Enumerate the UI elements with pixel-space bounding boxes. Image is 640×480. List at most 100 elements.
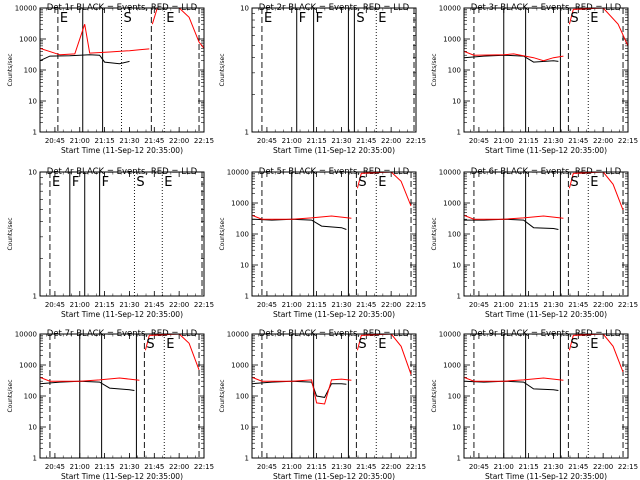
y-tick-label: 10: [452, 98, 461, 106]
lld-series-line: [464, 376, 564, 382]
event-marker-label: E: [378, 11, 386, 26]
chart-panel: Det 1r BLACK = Events, RED = LLDCounts/s…: [7, 3, 214, 155]
y-tick-label: 10: [28, 169, 37, 177]
x-tick-label: 21:15: [519, 137, 539, 145]
x-axis-label: Start Time (11-Sep-12 20:35:00): [485, 146, 607, 155]
events-series-line: [40, 54, 130, 65]
y-tick-label: 1: [33, 455, 37, 463]
y-tick-label: 100: [24, 67, 37, 75]
y-tick-label: 10: [28, 98, 37, 106]
x-tick-label: 21:45: [356, 463, 376, 471]
x-tick-label: 21:15: [95, 463, 115, 471]
y-tick-label: 10: [452, 262, 461, 270]
x-tick-label: 21:00: [494, 301, 514, 309]
chart-panel: Det 9r BLACK = Events, RED = LLDCounts/s…: [431, 329, 638, 480]
y-tick-label: 1000: [19, 362, 37, 370]
plot-frame: [463, 171, 629, 297]
y-tick-label: 100: [448, 67, 461, 75]
event-marker-label: S: [570, 11, 578, 26]
x-tick-label: 21:15: [307, 463, 327, 471]
y-axis-label: Counts/sec: [431, 379, 438, 412]
x-tick-label: 21:30: [119, 137, 139, 145]
lld-series-line: [464, 50, 564, 62]
x-tick-label: 21:30: [543, 301, 563, 309]
plot-area: [49, 172, 203, 296]
event-marker-label: E: [52, 175, 60, 190]
plot-area: [464, 8, 628, 132]
y-tick-label: 1: [245, 129, 249, 137]
plot-area: [261, 8, 415, 132]
x-tick-label: 21:00: [70, 137, 90, 145]
y-tick-label: 100: [448, 393, 461, 401]
x-tick-label: 21:15: [307, 137, 327, 145]
x-tick-label: 21:15: [519, 301, 539, 309]
x-tick-label: 21:00: [494, 463, 514, 471]
x-tick-label: 21:30: [119, 301, 139, 309]
y-tick-label: 1000: [443, 200, 461, 208]
event-marker-label: S: [124, 11, 132, 26]
events-series-line: [40, 380, 135, 391]
x-axis-label: Start Time (11-Sep-12 20:35:00): [273, 146, 395, 155]
event-marker-label: S: [570, 175, 578, 190]
y-tick-label: 1000: [231, 200, 249, 208]
event-marker-label: F: [72, 175, 79, 190]
y-tick-label: 10000: [439, 331, 461, 339]
y-tick-label: 100: [236, 393, 249, 401]
x-tick-label: 20:45: [257, 137, 277, 145]
event-marker-label: E: [60, 11, 68, 26]
lld-series-line: [40, 376, 140, 382]
lld-series-line: [252, 376, 352, 405]
event-marker-label: S: [358, 337, 366, 352]
y-tick-label: 100: [448, 231, 461, 239]
x-tick-label: 22:00: [381, 301, 401, 309]
event-marker-label: S: [358, 175, 366, 190]
x-tick-label: 21:00: [494, 137, 514, 145]
y-tick-label: 10: [240, 262, 249, 270]
x-tick-label: 21:15: [95, 301, 115, 309]
chart-panel: Det 7r BLACK = Events, RED = LLDCounts/s…: [7, 329, 214, 480]
event-marker-label: F: [299, 11, 306, 26]
event-marker-label: F: [316, 11, 323, 26]
y-tick-label: 100: [24, 393, 37, 401]
plot-frame: [251, 171, 417, 297]
y-tick-label: 1: [33, 129, 37, 137]
y-axis-label: Counts/sec: [219, 379, 226, 412]
x-tick-label: 21:45: [568, 463, 588, 471]
x-tick-label: 22:15: [618, 137, 638, 145]
plot-frame: [39, 333, 205, 459]
y-tick-label: 10000: [439, 169, 461, 177]
y-tick-label: 10: [452, 424, 461, 432]
lld-series-line: [568, 8, 628, 47]
x-tick-label: 22:00: [381, 137, 401, 145]
y-tick-label: 1000: [19, 36, 37, 44]
x-tick-label: 21:45: [144, 137, 164, 145]
y-tick-label: 10000: [15, 331, 37, 339]
x-tick-label: 21:45: [144, 301, 164, 309]
x-tick-label: 22:15: [406, 301, 426, 309]
events-series-line: [464, 380, 559, 391]
x-tick-label: 22:15: [406, 463, 426, 471]
x-tick-label: 21:15: [519, 463, 539, 471]
y-axis-label: Counts/sec: [7, 53, 14, 86]
y-axis-label: Counts/sec: [431, 217, 438, 250]
plot-frame: [463, 333, 629, 459]
events-series-line: [464, 218, 559, 230]
y-axis-label: Counts/sec: [7, 379, 14, 412]
x-tick-label: 20:45: [257, 301, 277, 309]
x-tick-label: 21:00: [282, 301, 302, 309]
lld-series-line: [40, 24, 150, 56]
event-marker-label: S: [570, 337, 578, 352]
x-tick-label: 21:30: [543, 137, 563, 145]
x-tick-label: 21:30: [119, 463, 139, 471]
y-tick-label: 10000: [227, 169, 249, 177]
x-tick-label: 22:15: [618, 463, 638, 471]
x-tick-label: 21:30: [331, 463, 351, 471]
x-tick-label: 22:00: [169, 301, 189, 309]
lld-series-line: [568, 172, 624, 211]
event-marker-label: E: [590, 11, 598, 26]
y-tick-label: 10000: [15, 5, 37, 13]
y-tick-label: 10: [240, 5, 249, 13]
events-series-line: [252, 380, 347, 398]
event-marker-label: S: [146, 337, 154, 352]
x-tick-label: 20:45: [469, 301, 489, 309]
